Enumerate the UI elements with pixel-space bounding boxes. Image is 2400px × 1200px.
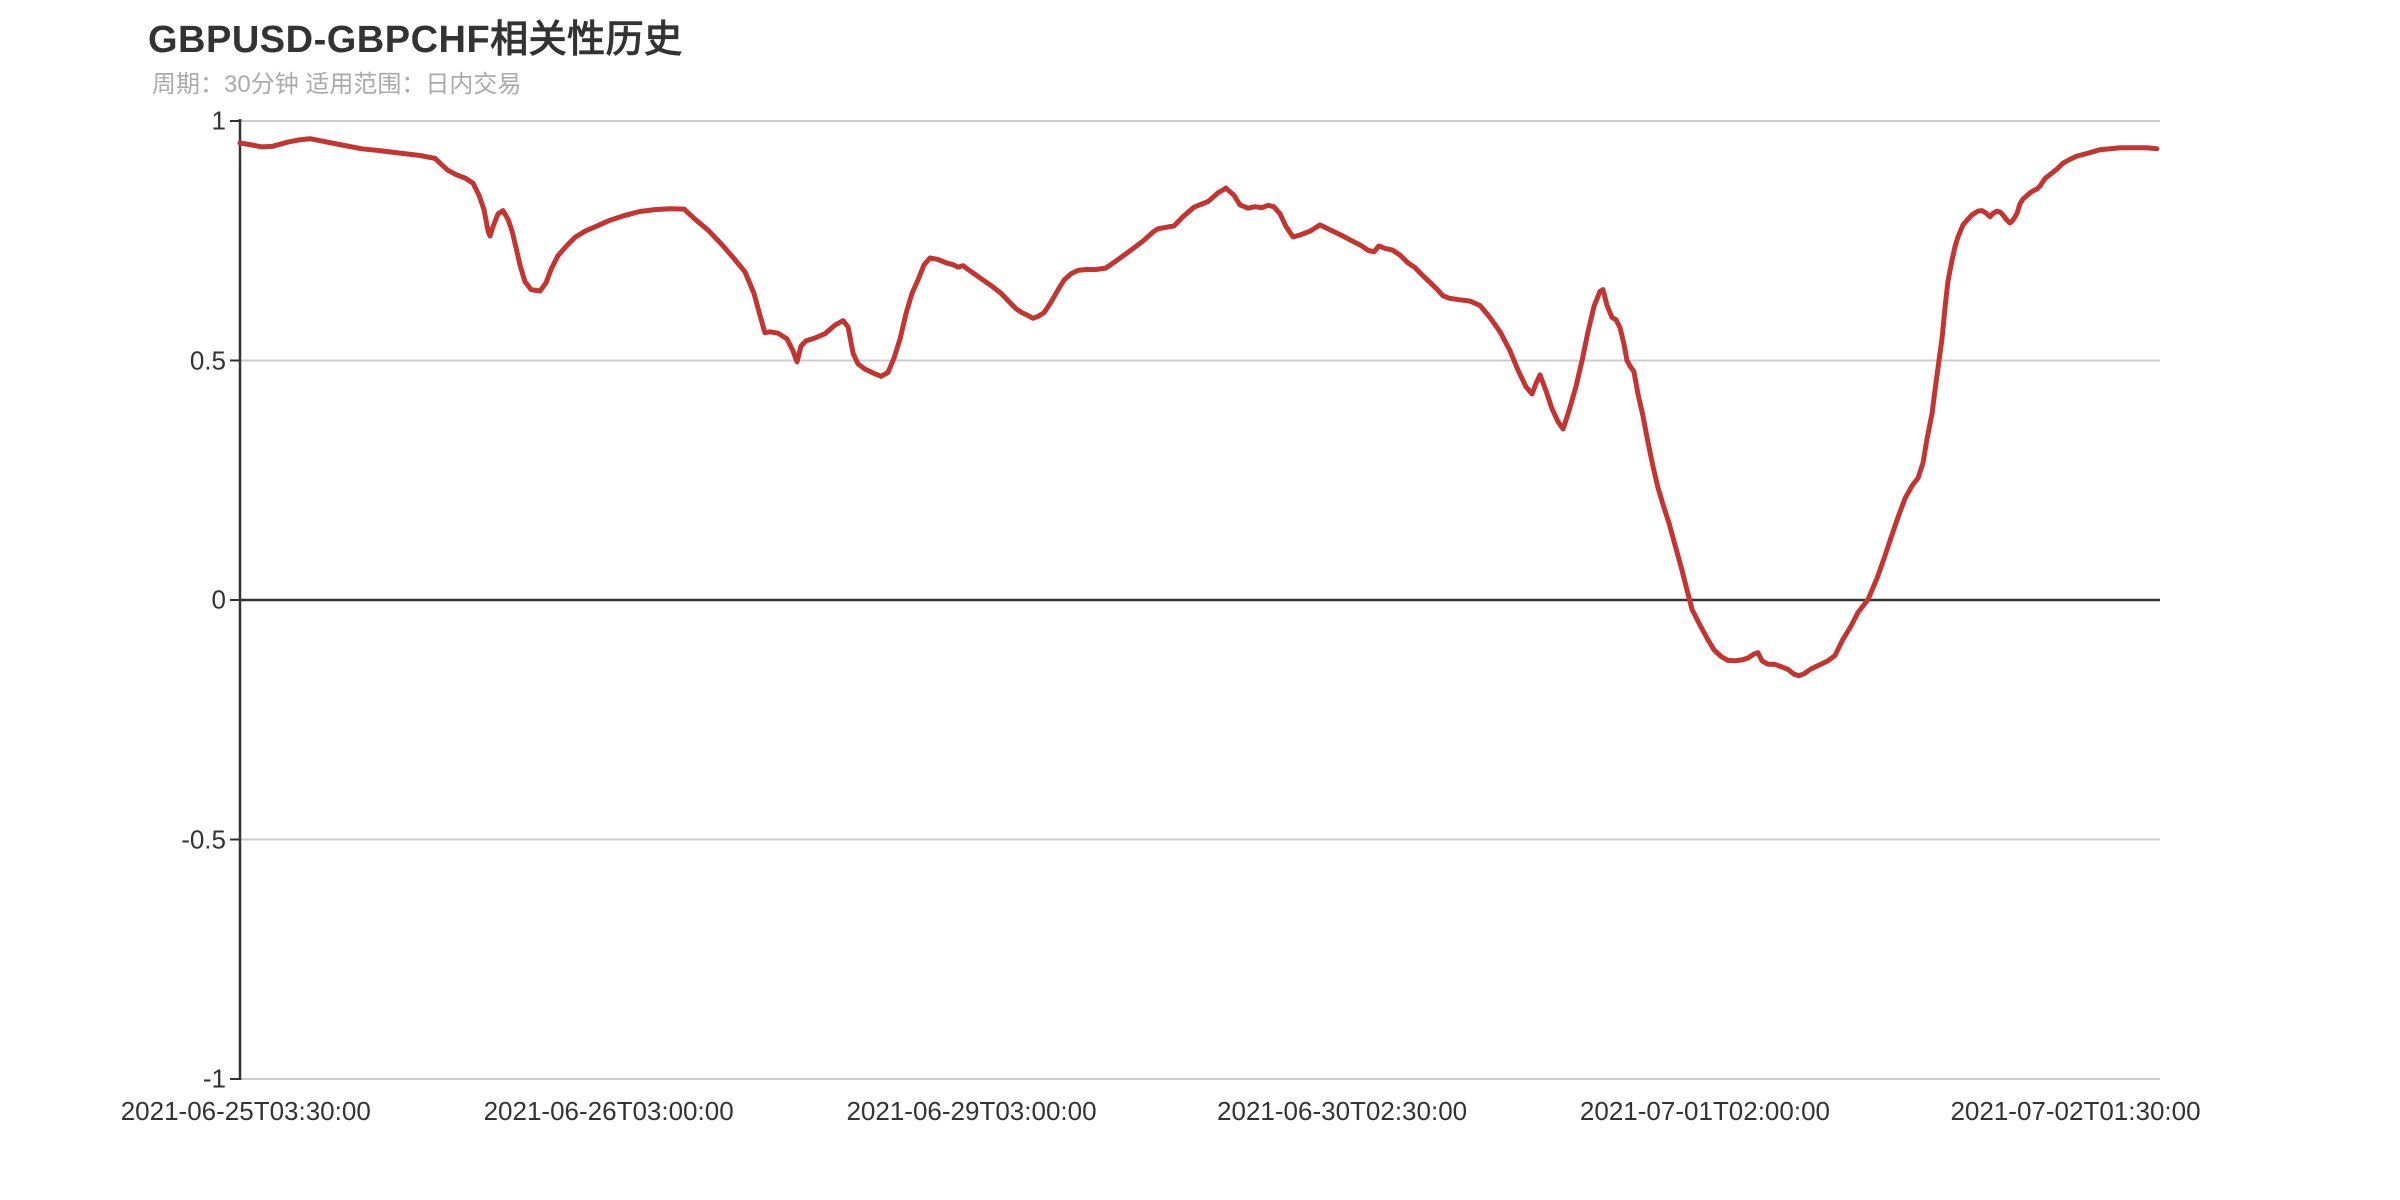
x-axis-tick-label: 2021-06-30T02:30:00: [1217, 1096, 1468, 1126]
x-axis-tick-label: 2021-06-26T03:00:00: [483, 1096, 734, 1126]
correlation-series-line[interactable]: [237, 136, 2160, 679]
x-axis-tick-label: 2021-06-25T03:30:00: [120, 1096, 371, 1126]
chart-title: GBPUSD-GBPCHF相关性历史: [148, 19, 683, 61]
y-axis-tick-label: -0.5: [181, 824, 226, 854]
x-axis-tick-label: 2021-06-29T03:00:00: [846, 1096, 1097, 1126]
y-axis-tick-label: 0: [211, 584, 226, 615]
y-axis-tick-label: 0.5: [189, 345, 226, 375]
y-axis-tick-label: 1: [211, 105, 226, 136]
x-axis-tick-label: 2021-07-02T01:30:00: [1950, 1096, 2201, 1126]
chart-subtitle: 周期：30分钟 适用范围：日内交易: [152, 71, 522, 98]
x-axis-tick-label: 2021-07-01T02:00:00: [1579, 1096, 1830, 1126]
y-axis-tick-label: -1: [202, 1063, 226, 1094]
